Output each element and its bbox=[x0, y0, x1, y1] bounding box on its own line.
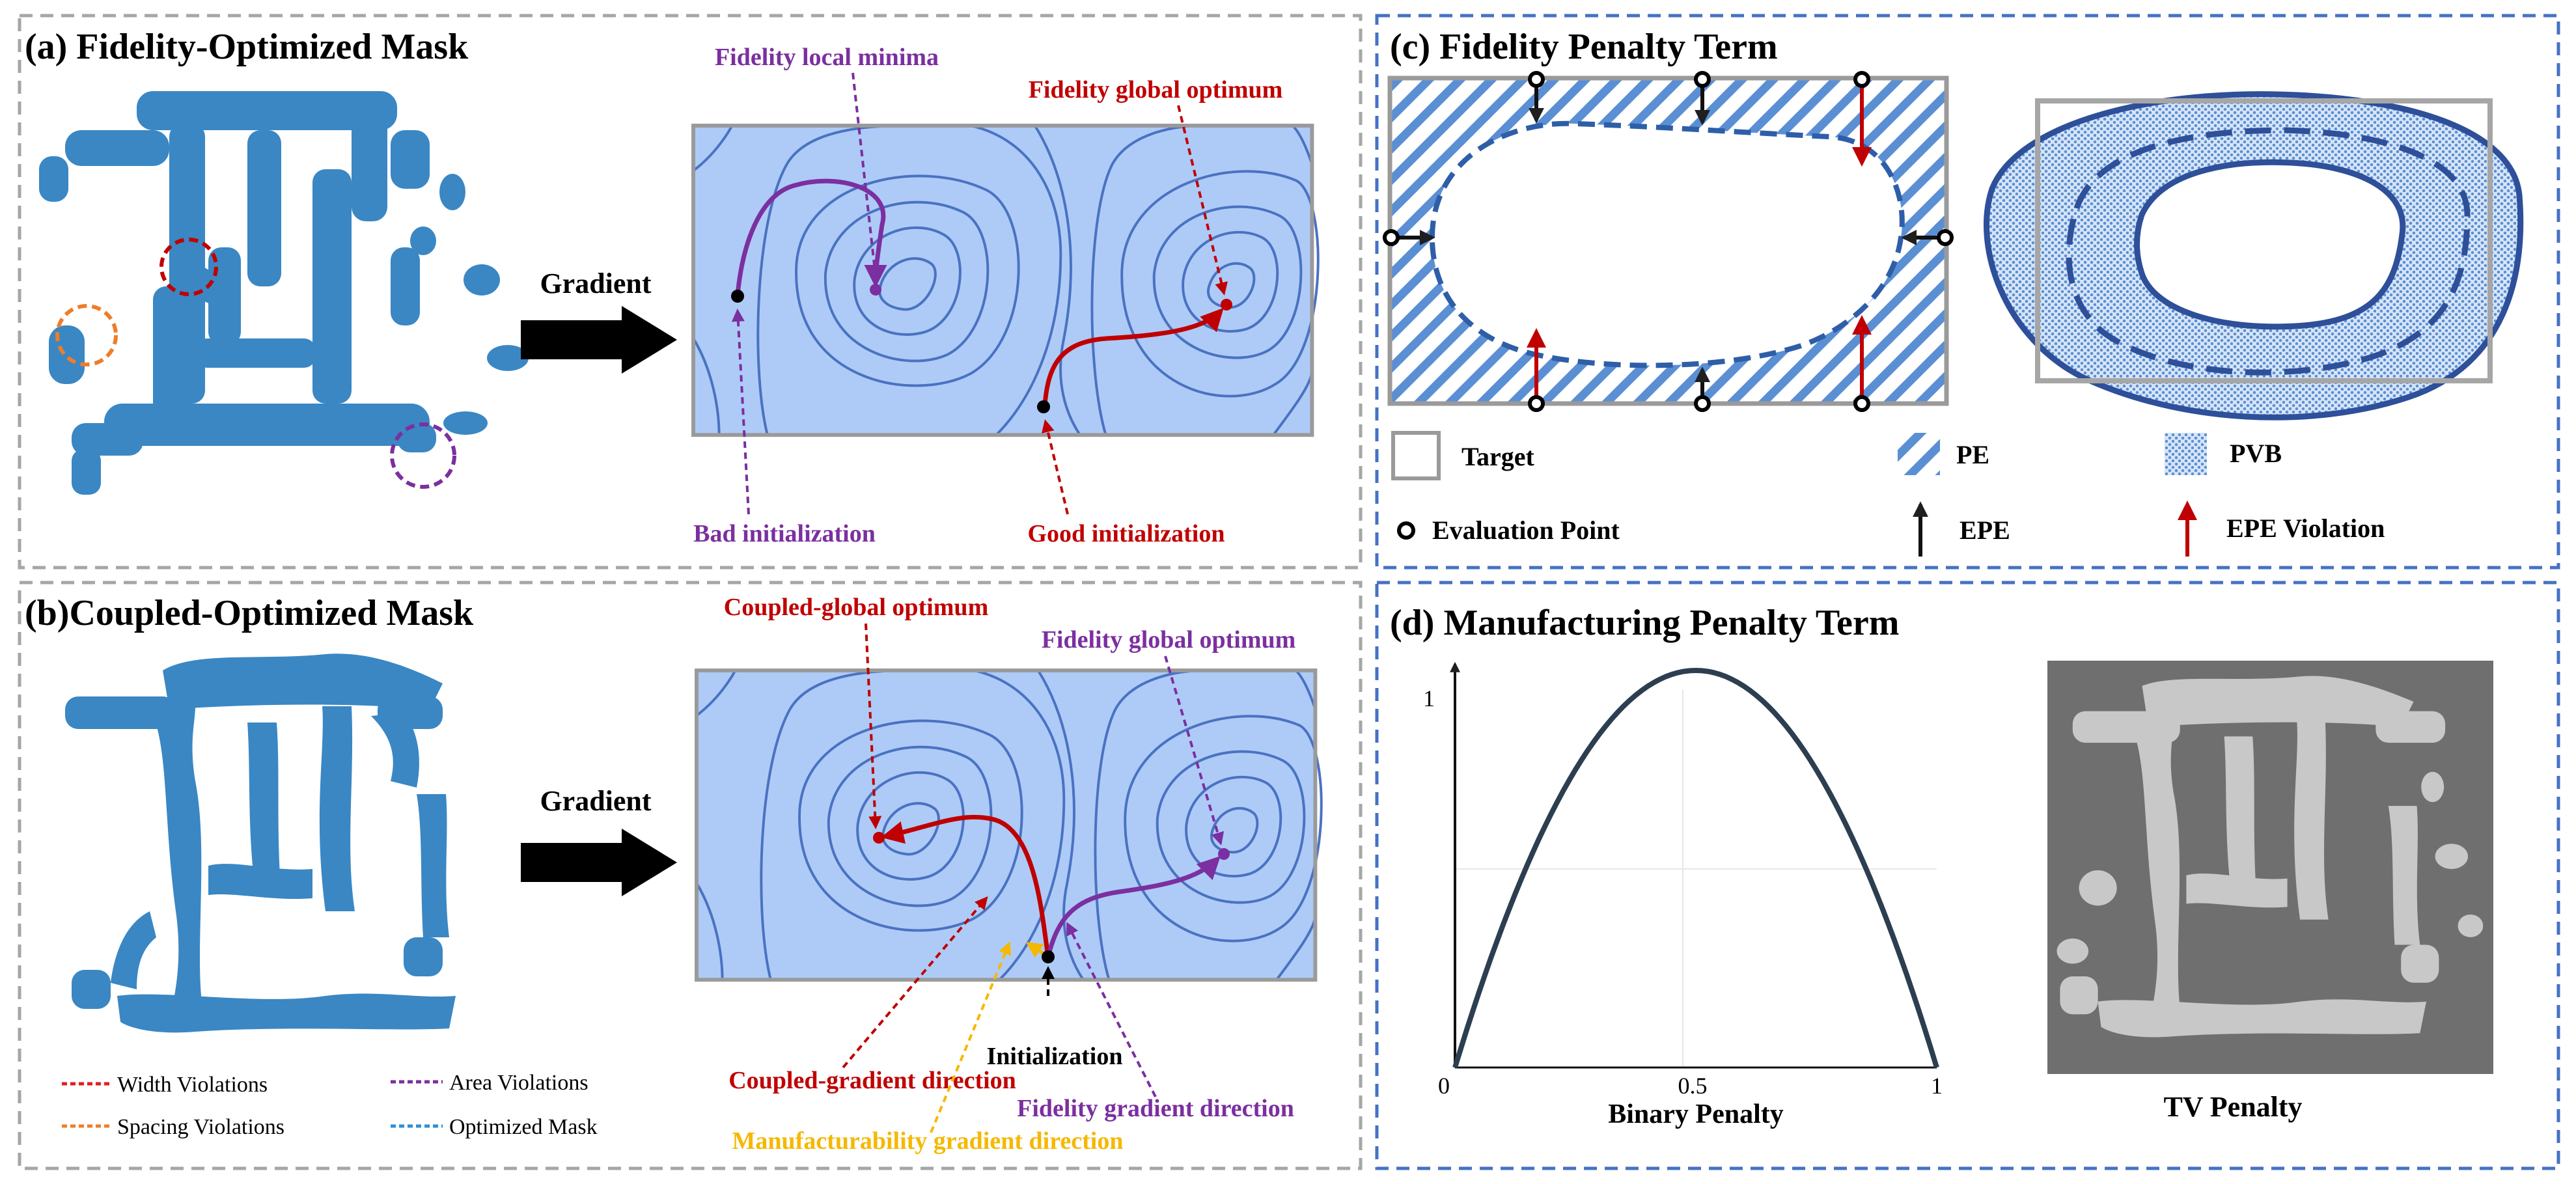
pe-diagram bbox=[1383, 71, 1954, 412]
panel-c-title: (c) Fidelity Penalty Term bbox=[1390, 27, 1778, 67]
eval-point-label: Evaluation Point bbox=[1432, 516, 1620, 545]
spacing-violation-marker bbox=[55, 304, 118, 366]
pvb-swatch bbox=[2165, 433, 2207, 475]
good-init-label: Good initialization bbox=[1028, 520, 1225, 547]
manufacturability-direction-pointer bbox=[930, 941, 1012, 1133]
fidelity-direction-pointer bbox=[1066, 922, 1157, 1097]
bad-init-label: Bad initialization bbox=[693, 520, 876, 547]
gradient-label-a: Gradient bbox=[540, 268, 651, 299]
panel-d-title: (d) Manufacturing Penalty Term bbox=[1390, 603, 1899, 643]
pvb-label: PVB bbox=[2230, 439, 2282, 468]
fidelity-direction-label: Fidelity gradient direction bbox=[1017, 1095, 1294, 1122]
fidelity-optimum-label-b: Fidelity global optimum bbox=[1042, 626, 1296, 654]
coupled-direction-pointer bbox=[842, 896, 988, 1069]
bad-init-pointer bbox=[731, 309, 750, 515]
pvb-diagram bbox=[1984, 91, 2524, 420]
local-minima-pointer bbox=[852, 72, 881, 279]
coupled-optimized-mask bbox=[65, 654, 456, 1033]
epe-violation-label: EPE Violation bbox=[2226, 514, 2385, 543]
landscape-b-paths bbox=[873, 814, 1230, 963]
panel-b-title: (b)Coupled-Optimized Mask bbox=[25, 593, 474, 633]
coupled-optimum-label: Coupled-global optimum bbox=[724, 594, 988, 621]
target-swatch bbox=[1391, 431, 1441, 480]
initialization-label: Initialization bbox=[986, 1043, 1122, 1070]
panel-c-frame bbox=[1375, 14, 2560, 570]
area-violations-label: Area Violations bbox=[449, 1071, 589, 1095]
coupled-landscape bbox=[695, 668, 1323, 982]
x-tick-0: 0 bbox=[1438, 1073, 1450, 1099]
fidelity-landscape bbox=[691, 124, 1320, 437]
global-optimum-pointer-a bbox=[1177, 105, 1228, 296]
spacing-violations-label: Spacing Violations bbox=[117, 1115, 284, 1139]
panel-a-frame bbox=[18, 14, 1363, 570]
x-tick-1: 1 bbox=[1931, 1073, 1943, 1099]
binary-penalty-curve bbox=[1452, 667, 1939, 1069]
panel-d-frame bbox=[1375, 581, 2560, 1170]
landscape-a-paths bbox=[731, 178, 1232, 413]
panel-b-frame bbox=[18, 581, 1363, 1170]
fidelity-legend: Target PE PVB Evaluation Point EPE EPE V… bbox=[1391, 431, 2385, 557]
coupled-direction-label: Coupled-gradient direction bbox=[728, 1067, 1016, 1094]
pe-swatch bbox=[1898, 433, 1940, 475]
pe-label: PE bbox=[1956, 440, 1989, 469]
tv-penalty-image bbox=[2047, 661, 2493, 1074]
coupled-optimum-pointer bbox=[865, 623, 882, 829]
tv-penalty-label: TV Penalty bbox=[2163, 1091, 2302, 1123]
violations-legend: Width Violations Area Violations Spacing… bbox=[62, 1071, 598, 1139]
gradient-arrow-a bbox=[521, 306, 677, 374]
epe-label: EPE bbox=[1960, 516, 2010, 545]
binary-penalty-chart: 0 0.5 1 1 Binary Penalty bbox=[1423, 661, 1943, 1129]
optimized-mask-label: Optimized Mask bbox=[449, 1115, 598, 1139]
panel-a-title: (a) Fidelity-Optimized Mask bbox=[25, 27, 469, 67]
local-minima-label: Fidelity local minima bbox=[715, 44, 939, 71]
chart-xlabel: Binary Penalty bbox=[1608, 1099, 1784, 1129]
eval-point-swatch bbox=[1397, 521, 1415, 540]
gradient-label-b: Gradient bbox=[540, 785, 651, 817]
gradient-arrow-b bbox=[521, 829, 677, 896]
manufacturability-direction-label: Manufacturability gradient direction bbox=[732, 1127, 1124, 1155]
y-tick-1: 1 bbox=[1423, 685, 1435, 711]
x-tick-0-5: 0.5 bbox=[1678, 1073, 1708, 1099]
fidelity-optimized-mask bbox=[39, 91, 529, 495]
width-violations-label: Width Violations bbox=[117, 1073, 268, 1097]
area-violation-marker bbox=[390, 422, 456, 489]
global-optimum-label-a: Fidelity global optimum bbox=[1029, 76, 1283, 103]
width-violation-marker bbox=[159, 238, 218, 296]
target-label: Target bbox=[1461, 442, 1535, 471]
good-init-pointer bbox=[1042, 419, 1069, 515]
